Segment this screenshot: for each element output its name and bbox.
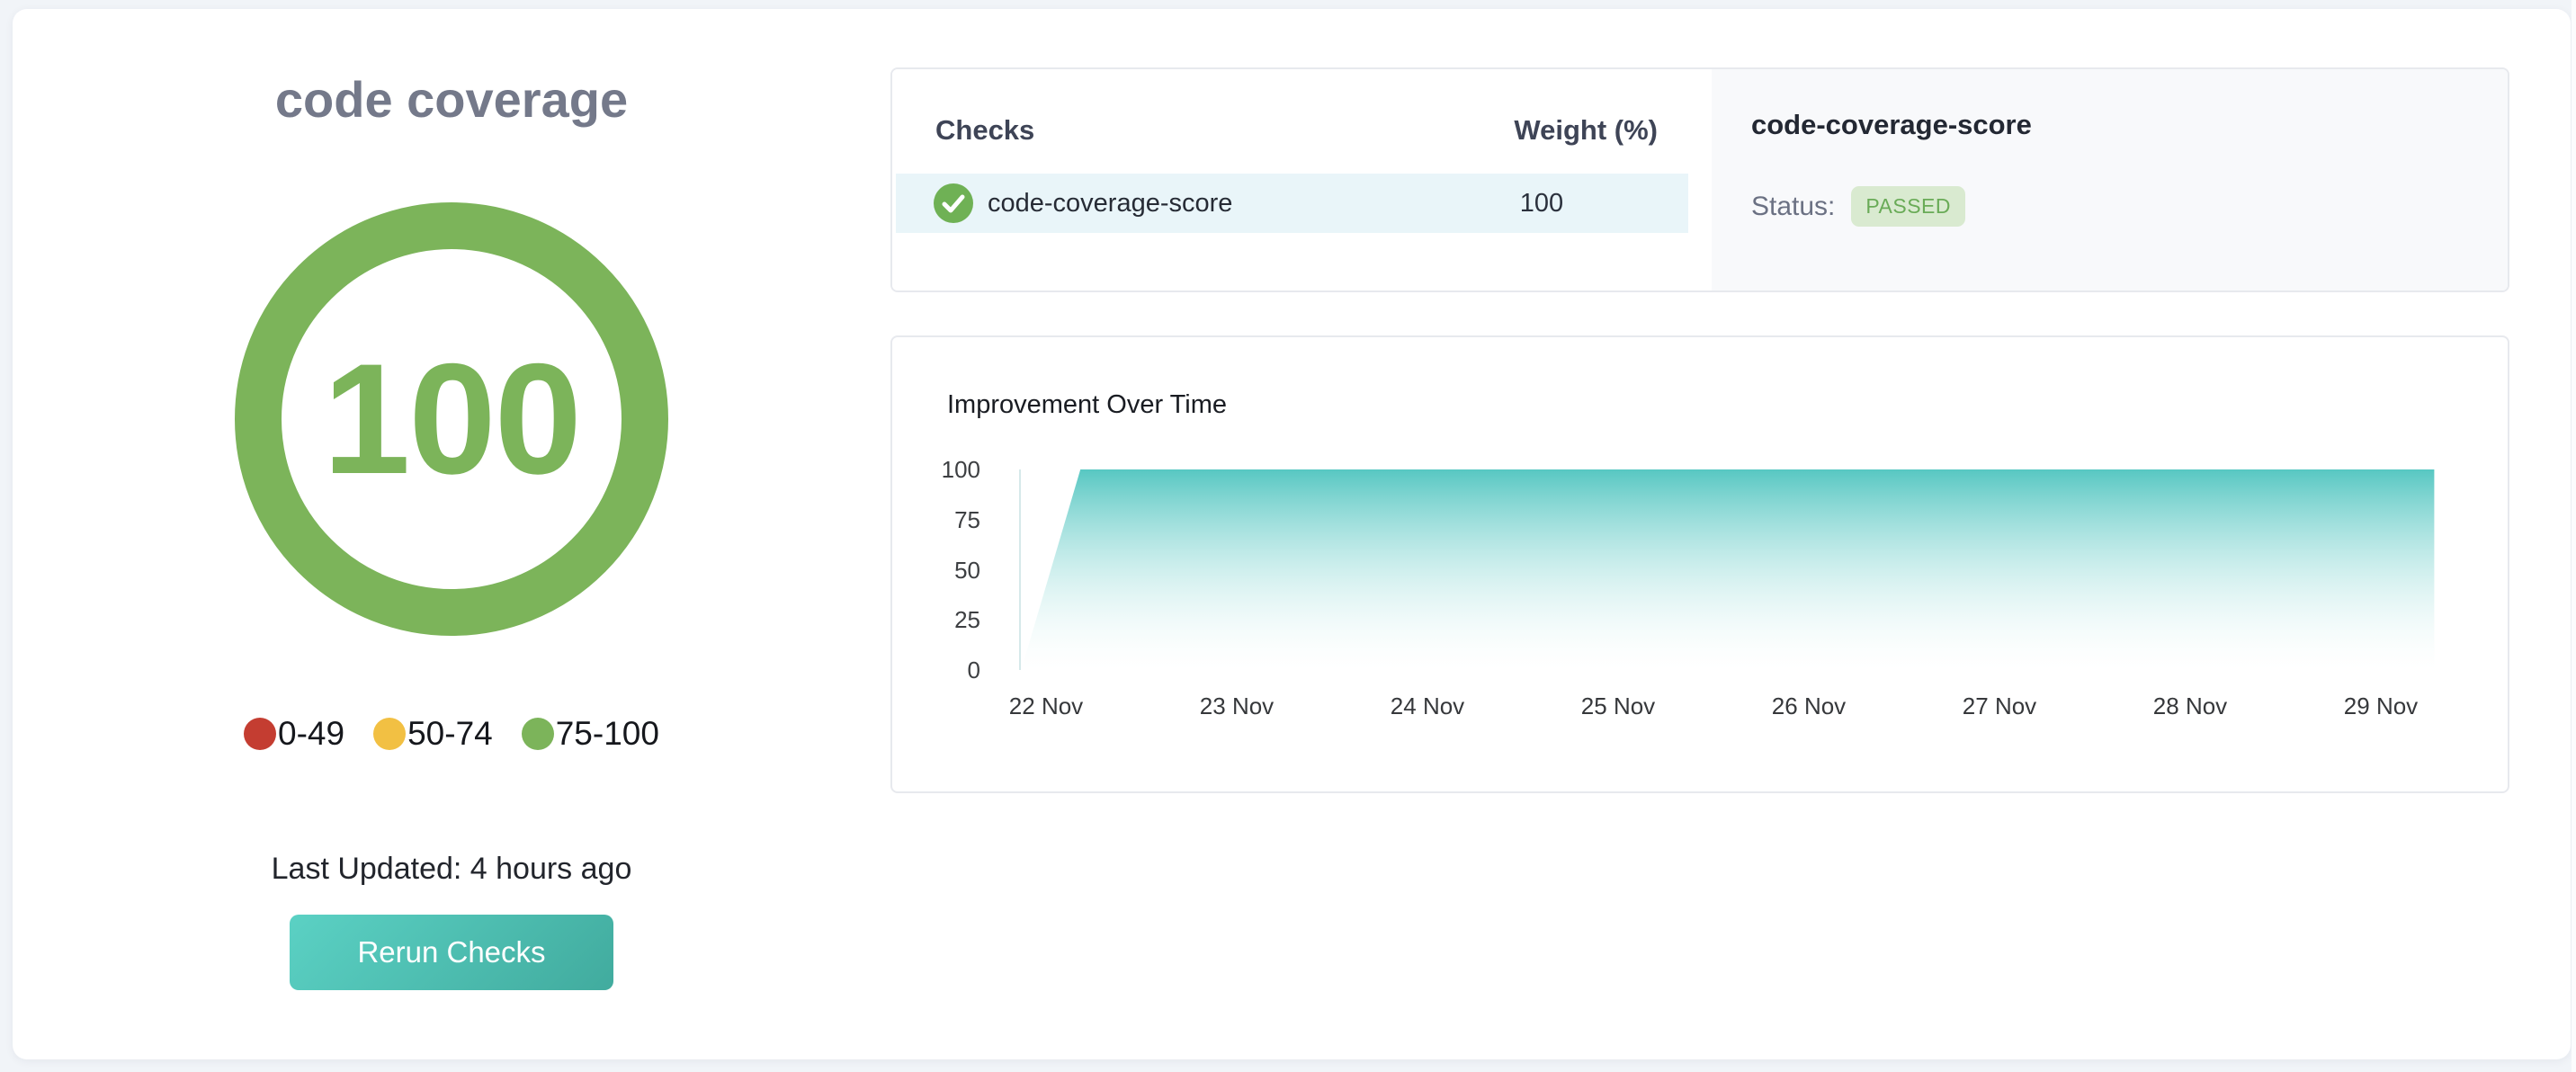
legend-label: 50-74 [407,715,493,752]
legend-item: 0-49 [244,715,344,753]
score-gauge: 100 [235,202,668,636]
y-tick-label: 0 [967,657,980,683]
x-tick-label: 29 Nov [2343,692,2419,719]
x-tick-label: 22 Nov [1008,692,1084,719]
status-label: Status: [1751,191,1836,221]
y-tick-label: 50 [954,556,980,584]
chart-title: Improvement Over Time [947,390,1228,419]
chart-plot-area: 100 75 50 25 0 22 Nov 23 Nov 24 Nov 25 Nov 26 Nov… [892,337,2508,791]
legend-dot-icon [373,718,407,750]
checks-column-header: Checks [935,114,1035,146]
legend: 0-49 50-74 75-100 [244,715,659,753]
table-row[interactable]: code-coverage-score 100 [896,174,1688,233]
score-column: code coverage 100 0-49 50-74 75-100 Last U… [13,9,890,1059]
checks-table-header: Checks Weight (%) [892,102,1712,159]
status-badge: PASSED [1851,186,1965,227]
legend-item: 50-74 [373,715,493,753]
weight-column-header: Weight (%) [1514,114,1658,146]
y-tick-label: 75 [954,505,980,533]
check-name-cell: code-coverage-score [896,183,1444,223]
status-row: Status: PASSED [1751,186,2508,227]
checks-section: Checks Weight (%) code-coverage-score 100… [890,67,2509,292]
check-name: code-coverage-score [988,188,1233,218]
page-scrollbar[interactable] [2572,0,2576,1072]
y-tick-label: 100 [941,456,980,483]
rerun-checks-button[interactable]: Rerun Checks [290,915,613,990]
page-title: code coverage [274,71,629,128]
last-updated-text: Last Updated: 4 hours ago [271,852,632,886]
x-tick-label: 24 Nov [1390,692,1465,719]
x-tick-label: 26 Nov [1771,692,1847,719]
legend-label: 75-100 [555,715,659,752]
check-detail-title: code-coverage-score [1751,109,2032,140]
area-series [1021,469,2435,670]
legend-dot-icon [521,718,554,750]
x-tick-label: 27 Nov [1962,692,2037,719]
dashboard-card: code coverage 100 0-49 50-74 75-100 Last U… [13,9,2571,1059]
checks-table-body: code-coverage-score 100 [892,174,1712,233]
check-circle-icon [934,183,973,223]
check-weight: 100 [1519,188,1564,218]
checks-table: Checks Weight (%) code-coverage-score 100 [892,69,1712,290]
y-tick-label: 25 [954,606,980,634]
legend-item: 75-100 [521,715,659,753]
improvement-chart: Improvement Over Time 100 75 50 25 0 22 Nov 23… [890,335,2509,793]
check-detail-panel: code-coverage-score Status: PASSED [1712,69,2508,290]
x-tick-label: 28 Nov [2152,692,2228,719]
y-axis-line [1019,469,1021,670]
legend-dot-icon [244,718,277,750]
gauge-ring-icon [235,202,668,636]
legend-label: 0-49 [278,715,345,752]
x-tick-label: 25 Nov [1580,692,1656,719]
x-tick-label: 23 Nov [1199,692,1275,719]
score-value: 100 [323,331,582,507]
